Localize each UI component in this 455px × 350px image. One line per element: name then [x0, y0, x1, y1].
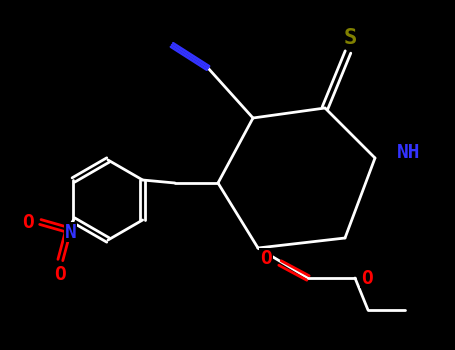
- Text: O: O: [55, 265, 66, 284]
- Text: N: N: [65, 223, 76, 241]
- Text: S: S: [344, 28, 357, 48]
- Text: O: O: [260, 248, 272, 267]
- Text: O: O: [22, 212, 34, 231]
- Text: O: O: [361, 268, 373, 287]
- Text: NH: NH: [397, 144, 420, 162]
